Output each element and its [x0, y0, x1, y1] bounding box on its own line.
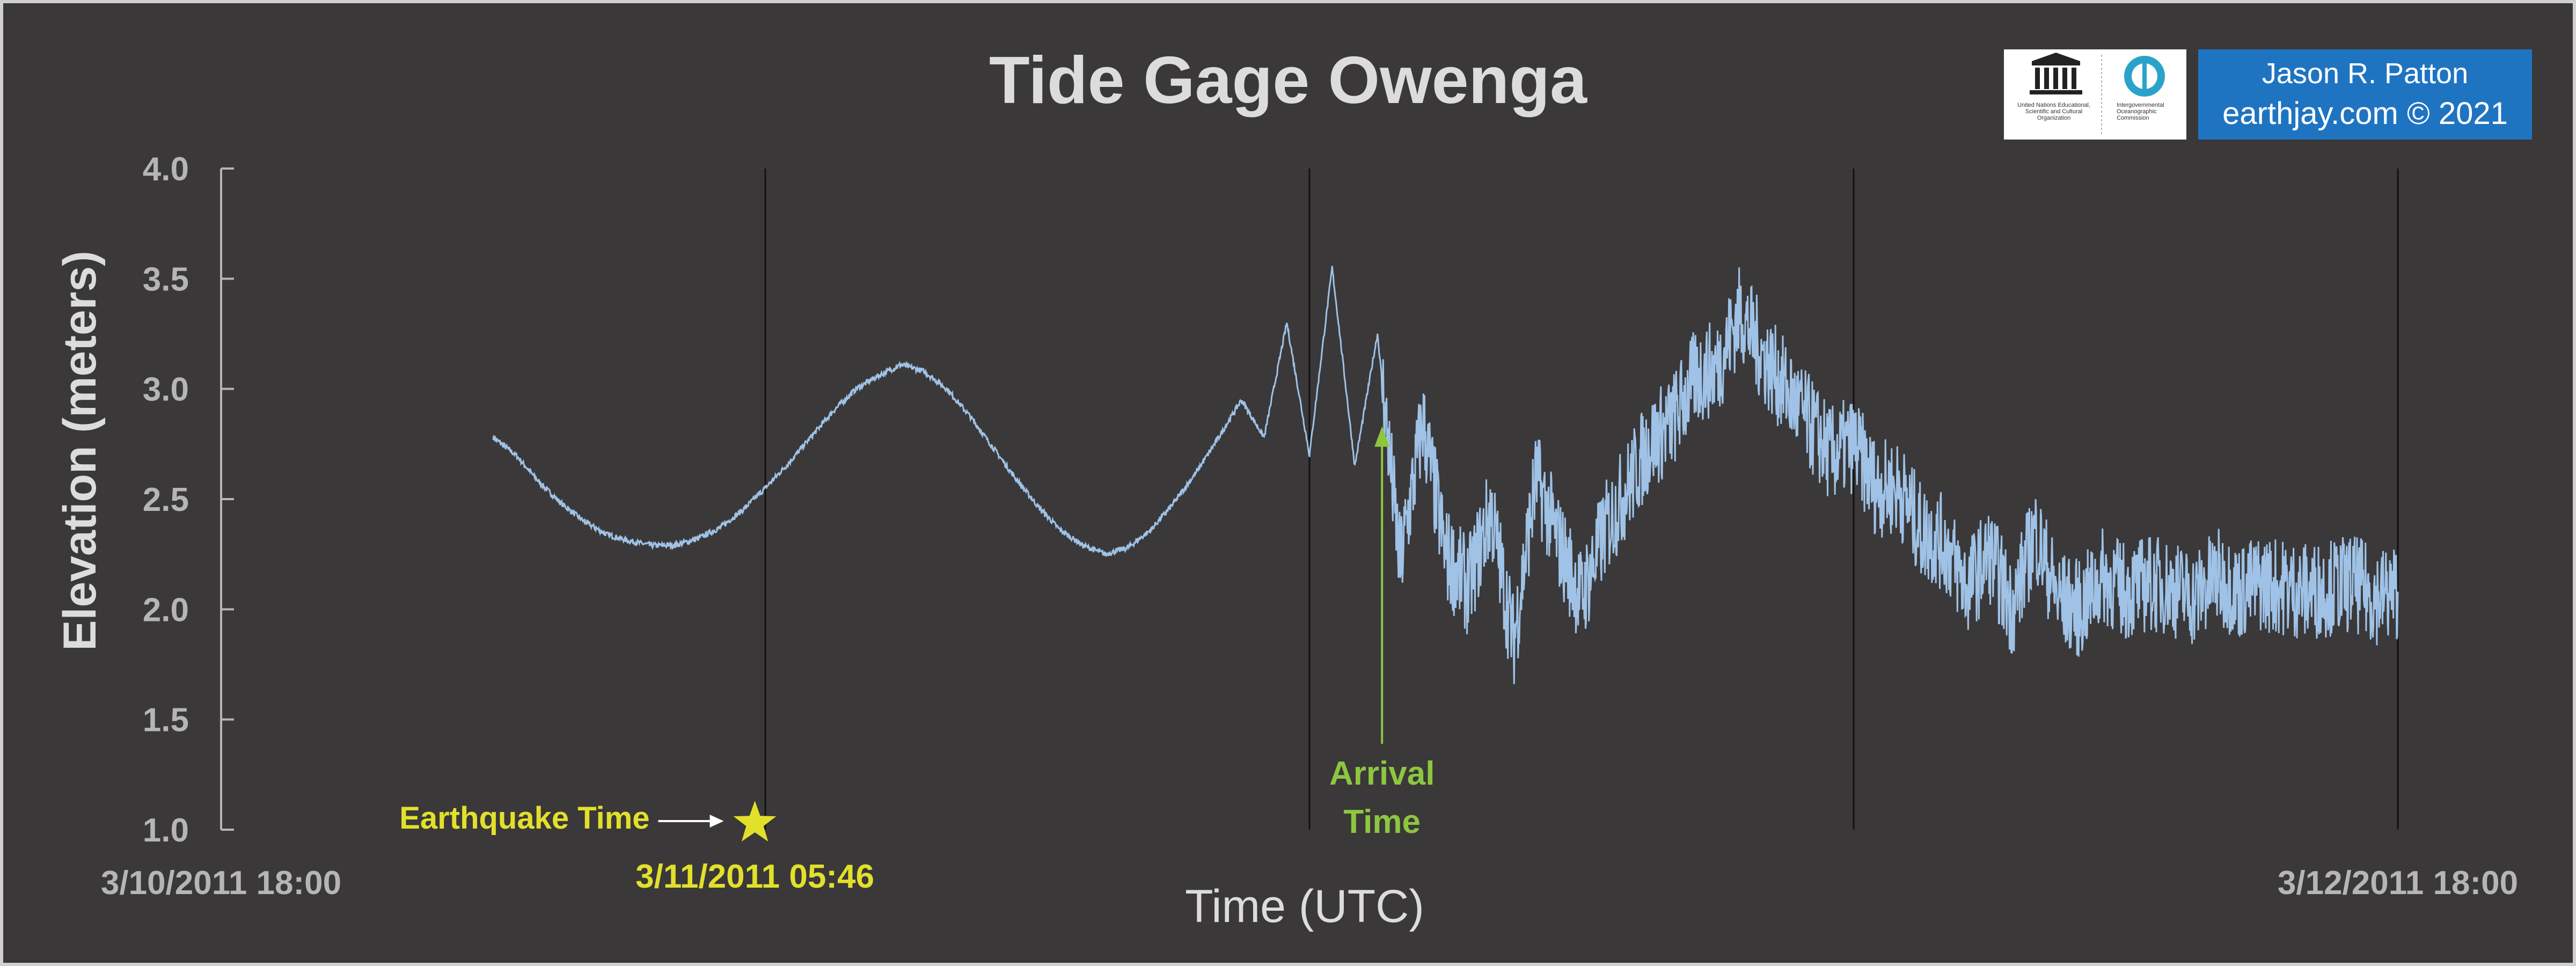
gridlines	[764, 169, 2399, 830]
earthquake-time-label: 3/11/2011 05:46	[635, 858, 874, 895]
axes	[220, 167, 234, 831]
y-tick-label: 1.0	[143, 812, 189, 849]
y-tick-labels: 1.0 1.5 2.0 2.5 3.0 3.5 4.0	[143, 151, 189, 849]
credit-name: Jason R. Patton	[2262, 57, 2469, 90]
tide-chart: 1.0 1.5 2.0 2.5 3.0 3.5 4.0 Earthquake Time 3/1…	[54, 43, 2518, 932]
earthquake-arrow-head	[709, 815, 724, 828]
y-tick-label: 4.0	[143, 151, 189, 188]
organization-logos: United Nations Educational, Scientific a…	[2004, 49, 2186, 140]
earthquake-star-icon	[733, 801, 777, 841]
y-axis-label: Elevation (meters)	[54, 251, 106, 651]
y-tick-label: 3.0	[143, 371, 189, 408]
x-axis-label: Time (UTC)	[1185, 881, 1424, 932]
x-end-label: 3/12/2011 18:00	[2278, 865, 2518, 902]
y-tick-label: 2.5	[143, 481, 189, 518]
unesco-logo-icon	[2030, 53, 2082, 94]
y-tick-label: 3.5	[143, 261, 189, 298]
credit-box: Jason R. Patton earthjay.com © 2021	[2198, 49, 2532, 140]
y-tick-label: 2.0	[143, 591, 189, 628]
series-line	[492, 266, 2399, 684]
ioc-logo-icon	[2124, 56, 2165, 97]
ioc-text: Intergovernmental Oceanographic Commissi…	[2117, 102, 2164, 121]
y-tick-label: 1.5	[143, 702, 189, 739]
arrival-label-line2: Time	[1343, 803, 1421, 840]
arrival-arrow-head	[1374, 426, 1390, 447]
x-start-label: 3/10/2011 18:00	[101, 865, 341, 902]
credit-site: earthjay.com © 2021	[2222, 96, 2508, 131]
chart-title: Tide Gage Owenga	[989, 43, 1587, 118]
earthquake-label: Earthquake Time	[399, 801, 649, 836]
annotations: Earthquake Time 3/11/2011 05:46 Arrival Tim…	[399, 426, 1435, 895]
unesco-text: United Nations Educational, Scientific a…	[2017, 102, 2090, 121]
arrival-label-line1: Arrival	[1329, 755, 1435, 792]
